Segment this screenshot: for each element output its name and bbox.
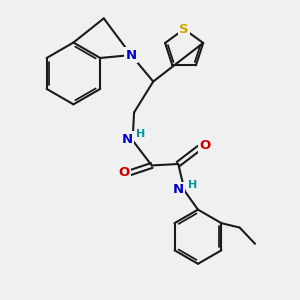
Text: N: N: [122, 133, 133, 146]
Text: O: O: [199, 139, 210, 152]
Text: O: O: [119, 166, 130, 179]
Text: S: S: [179, 22, 189, 36]
Text: N: N: [173, 183, 184, 196]
Text: H: H: [188, 180, 198, 190]
Text: N: N: [126, 49, 137, 62]
Text: H: H: [136, 129, 146, 139]
